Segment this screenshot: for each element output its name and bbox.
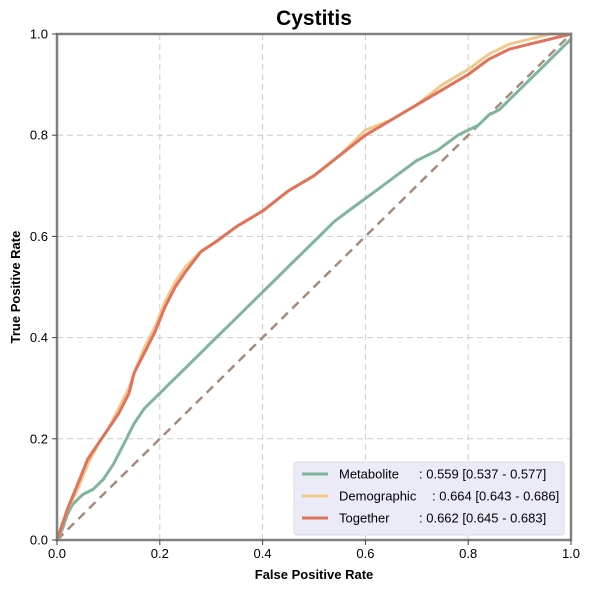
x-axis-label: False Positive Rate (255, 567, 374, 582)
y-tick-label: 0.0 (30, 533, 48, 548)
x-tick-label: 0.8 (459, 546, 477, 561)
plot-border (55, 32, 573, 542)
x-tick-label: 0.4 (254, 546, 272, 561)
series-line-metabolite (55, 37, 573, 542)
y-tick-label: 0.2 (30, 431, 48, 446)
x-tick-label: 0.0 (48, 546, 66, 561)
legend-name-metabolite: Metabolite (339, 467, 399, 482)
x-tick-label: 0.2 (151, 546, 169, 561)
y-tick-label: 0.6 (30, 229, 48, 244)
legend: Metabolite : 0.559 [0.537 - 0.577]Demogra… (293, 461, 565, 536)
y-ticks: 0.0 0.2 0.4 0.6 0.8 1.0 (30, 27, 57, 548)
x-tick-label: 1.0 (562, 546, 580, 561)
chart-title: Cystitis (276, 7, 352, 30)
legend-box (293, 461, 565, 536)
grid (57, 34, 571, 540)
plot-frame (55, 32, 573, 542)
legend-name-demographic: Demographic (339, 489, 417, 504)
x-ticks: 0.0 0.2 0.4 0.6 0.8 1.0 (48, 540, 580, 561)
legend-value-demographic: : 0.664 [0.643 - 0.686] (432, 489, 559, 504)
y-axis-label: True Positive Rate (8, 231, 23, 344)
x-tick-label: 0.6 (356, 546, 374, 561)
legend-name-together: Together (339, 511, 390, 526)
series-group (55, 32, 573, 542)
series-line-together (55, 32, 573, 542)
y-tick-label: 0.4 (30, 330, 48, 345)
y-tick-label: 0.8 (30, 128, 48, 143)
y-tick-label: 1.0 (30, 27, 48, 42)
legend-value-together: : 0.662 [0.645 - 0.683] (419, 511, 546, 526)
legend-value-metabolite: : 0.559 [0.537 - 0.577] (419, 467, 546, 482)
